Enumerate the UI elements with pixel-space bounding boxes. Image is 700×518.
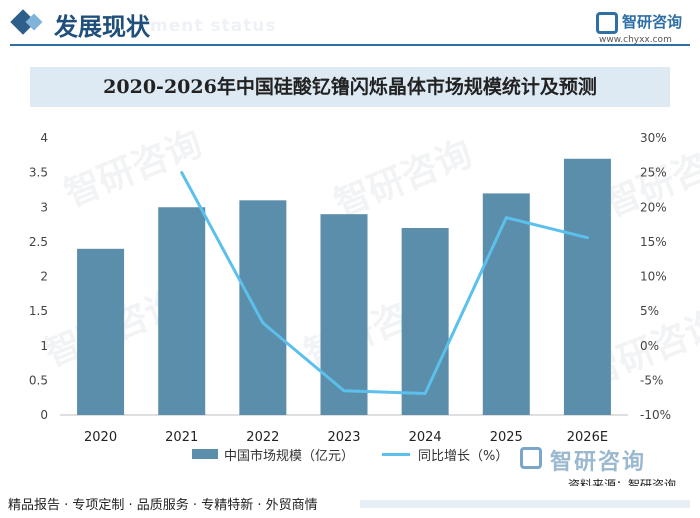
legend-swatch-line [382, 453, 410, 456]
footer: 精品报告 · 专项定制 · 品质服务 · 专精特新 · 外贸商情 [0, 486, 700, 518]
bar [482, 193, 530, 415]
bottom-brand-logo: 智研咨询 [520, 446, 690, 475]
y2-axis-tick-label: -5% [640, 373, 663, 387]
brand-logo-icon [596, 12, 618, 34]
x-axis-tick-label: 2025 [490, 430, 523, 445]
y2-axis-tick-label: 25% [640, 166, 667, 180]
x-axis-tick-label: 2024 [409, 430, 442, 445]
bar [239, 200, 287, 415]
y-axis-tick-label: 0.5 [29, 373, 48, 387]
bar [401, 228, 449, 415]
x-axis-tick-label: 2021 [165, 430, 198, 445]
growth-line [180, 171, 589, 396]
y-axis-tick-label: 1 [40, 339, 48, 353]
y-axis-tick-label: 2 [40, 270, 48, 284]
header-subtitle: ment status [150, 16, 277, 36]
legend-swatch-bar [192, 449, 218, 459]
legend-label-bars: 中国市场规模（亿元） [224, 449, 355, 464]
y2-axis-tick-label: 10% [640, 270, 667, 284]
x-axis-tick-label: 2022 [246, 430, 279, 445]
header-divider [10, 44, 690, 46]
header: ment status 发展现状 智研咨询 www.chyxx.com [0, 0, 700, 50]
brand-name: 智研咨询 [622, 13, 683, 31]
chart-title-bar: 2020-2026年中国硅酸钇镥闪烁晶体市场规模统计及预测 [30, 67, 670, 107]
footer-decor-bar [360, 500, 690, 508]
bottom-brand-icon [520, 447, 542, 469]
y2-axis-tick-label: 15% [640, 235, 667, 249]
brand-logo: 智研咨询 www.chyxx.com [596, 10, 692, 45]
footer-text: 精品报告 · 专项定制 · 品质服务 · 专精特新 · 外贸商情 [8, 498, 318, 513]
x-axis-tick-label: 2023 [327, 430, 360, 445]
y-axis-tick-label: 3.5 [29, 166, 48, 180]
brand-url: www.chyxx.com [599, 35, 672, 45]
bottom-brand-name: 智研咨询 [550, 450, 647, 475]
y-axis-tick-label: 4 [40, 131, 48, 145]
y2-axis-tick-label: 20% [640, 200, 667, 214]
y-axis-tick-label: 0 [40, 408, 48, 422]
y2-axis-tick-label: 30% [640, 131, 667, 145]
bar [563, 158, 611, 415]
chart-title: 2020-2026年中国硅酸钇镥闪烁晶体市场规模统计及预测 [103, 76, 597, 98]
y-axis-tick-label: 3 [40, 200, 48, 214]
bar [77, 248, 125, 415]
y-axis-tick-label: 2.5 [29, 235, 48, 249]
y2-axis-tick-label: 5% [640, 304, 659, 318]
legend-label-line: 同比增长（%） [418, 449, 509, 464]
y-axis-tick-label: 1.5 [29, 304, 48, 318]
x-axis-tick-label: 2026E [567, 430, 608, 445]
x-axis-tick-label: 2020 [84, 430, 117, 445]
header-title: 发展现状 [54, 13, 150, 41]
bar [158, 207, 206, 415]
y2-axis-tick-label: 0% [640, 339, 659, 353]
bar [320, 214, 368, 415]
y2-axis-tick-label: -10% [640, 408, 671, 422]
